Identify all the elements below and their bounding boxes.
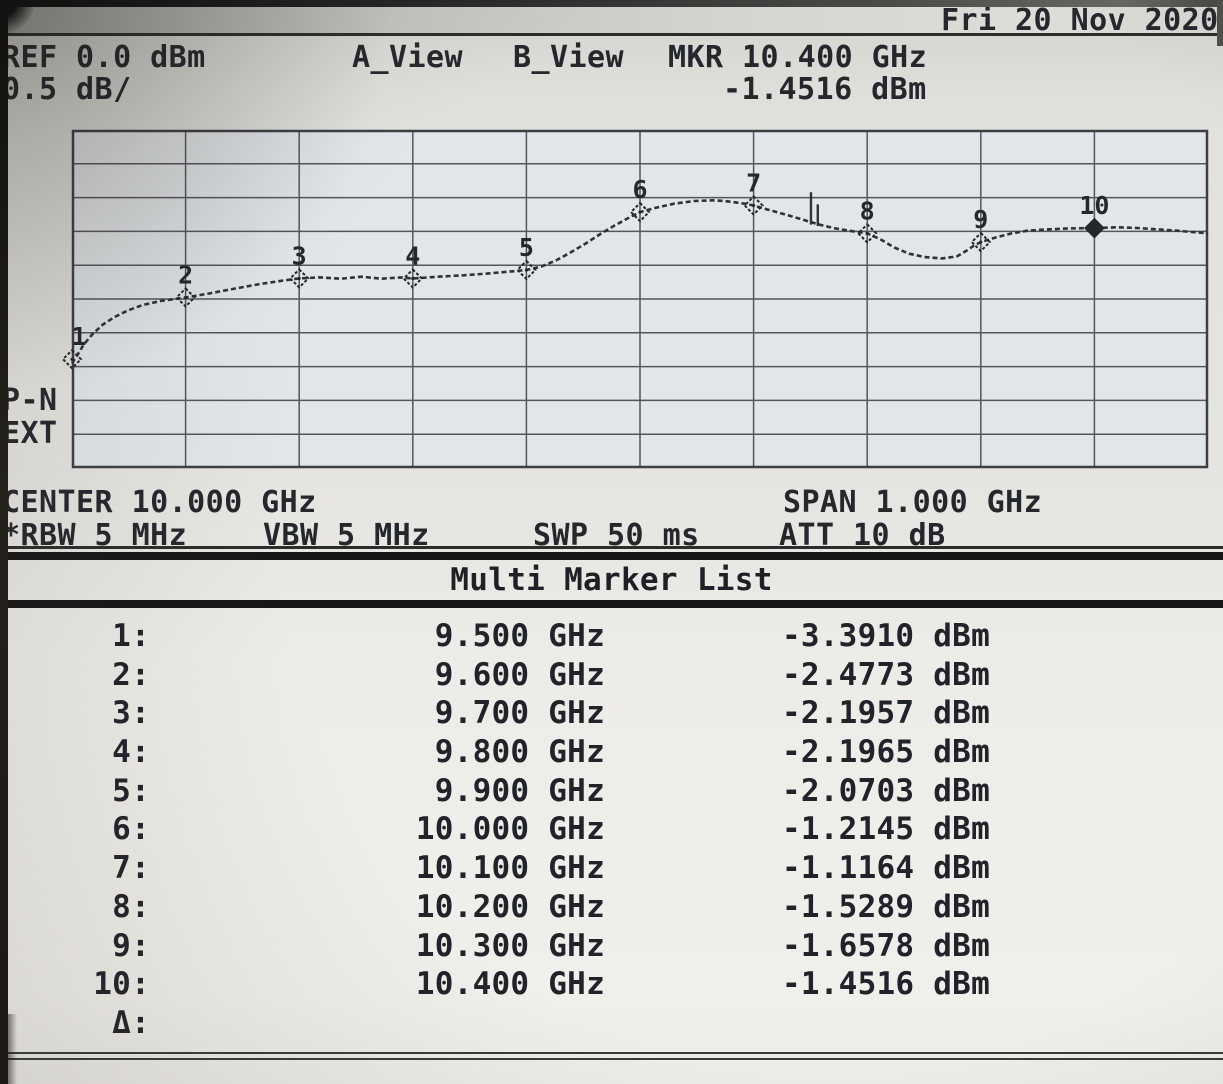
marker-index: Δ: [112, 1004, 150, 1041]
span-label: SPAN 1.000 GHz [783, 485, 1043, 520]
bottom-separator-2 [0, 1058, 1223, 1060]
marker-number-label: 6 [632, 175, 647, 204]
bottom-separator-1 [0, 1052, 1223, 1054]
marker-list-bottom-bar [0, 600, 1223, 608]
pn-coupling-label: P-N [2, 383, 58, 418]
marker-row: Δ: [0, 1005, 1223, 1044]
marker-index: 4: [112, 734, 150, 771]
marker-amplitude: -1.6578 dBm [781, 927, 990, 964]
marker-amplitude: -1.2145 dBm [781, 811, 990, 848]
marker-row: 9: 10.300 GHz -1.6578 dBm [0, 928, 1223, 967]
marker-index: 7: [112, 850, 150, 887]
photo-edge-right-top [1217, 0, 1223, 46]
marker-index: 8: [112, 888, 150, 925]
marker-diamond [288, 268, 310, 289]
date-band [0, 6, 1223, 33]
marker-frequency: 9.900 GHz [434, 772, 605, 809]
marker-amplitude: -2.1957 dBm [781, 695, 990, 732]
ext-trigger-label: EXT [2, 416, 58, 451]
graticule: 1 2 3 4 5 6 7 8 9 10 [61, 129, 1209, 469]
marker-center-dot [70, 357, 74, 361]
marker-center-dot [979, 240, 983, 244]
top-separator [0, 33, 1223, 36]
marker-row: 4: 9.800 GHz -2.1965 dBm [0, 734, 1223, 773]
marker-index: 10: [93, 966, 150, 1003]
marker-number-label: 10 [1079, 191, 1109, 220]
marker-number-label: 7 [746, 168, 761, 197]
marker-amplitude: -1.4516 dBm [781, 966, 990, 1003]
marker-row: 1: 9.500 GHz -3.3910 dBm [0, 618, 1223, 657]
marker-center-dot [638, 210, 642, 214]
marker-list-top-bar [0, 552, 1223, 560]
marker-amplitude: -1.1164 dBm [781, 850, 990, 887]
marker-diamond [629, 201, 651, 223]
marker-row: 3: 9.700 GHz -2.1957 dBm [0, 695, 1223, 734]
marker-center-dot [865, 231, 869, 235]
marker-frequency: 9.500 GHz [434, 618, 605, 654]
marker-frequency: 10.000 GHz [415, 811, 605, 848]
marker-number-label: 4 [405, 241, 420, 270]
marker-row: 5: 9.900 GHz -2.0703 dBm [0, 773, 1223, 812]
ref-level-label: REF 0.0 dBm [2, 40, 206, 75]
marker-diamond [175, 287, 197, 308]
marker-amplitude: -2.4773 dBm [781, 656, 990, 693]
settings-separator [0, 546, 1223, 549]
photo-corner-bottom-left [0, 1014, 17, 1084]
marker-index: 2: [112, 656, 150, 693]
trace-b-view-label: B_View [513, 40, 625, 75]
marker-number-label: 2 [178, 260, 193, 289]
marker-row: 10: 10.400 GHz -1.4516 dBm [0, 966, 1223, 1005]
marker-frequency: 9.700 GHz [434, 695, 605, 732]
marker-diamond [970, 231, 992, 253]
marker-number-label: 5 [519, 233, 534, 262]
marker-center-dot [184, 295, 188, 300]
marker-center-dot [411, 276, 415, 281]
marker-readout-frequency: MKR 10.400 GHz [668, 40, 928, 75]
marker-list-title: Multi Marker List [450, 562, 773, 598]
marker-amplitude: -2.1965 dBm [781, 734, 990, 771]
marker-number-label: 8 [860, 196, 875, 225]
marker-diamond [515, 259, 537, 281]
marker-number-label: 9 [973, 205, 988, 234]
marker-amplitude: -2.0703 dBm [781, 772, 990, 809]
marker-diamond [402, 268, 424, 289]
marker-number-label: 1 [71, 322, 86, 351]
marker-center-dot [752, 203, 756, 208]
marker-amplitude: -3.3910 dBm [781, 618, 990, 654]
marker-frequency: 10.200 GHz [415, 888, 605, 925]
scale-label: 0.5 dB/ [2, 72, 132, 107]
marker-diamond [1083, 217, 1105, 239]
marker-row: 7: 10.100 GHz -1.1164 dBm [0, 850, 1223, 889]
marker-frequency: 9.800 GHz [434, 734, 605, 771]
marker-index: 1: [112, 618, 150, 654]
marker-row: 2: 9.600 GHz -2.4773 dBm [0, 657, 1223, 696]
marker-frequency: 10.300 GHz [415, 927, 605, 964]
marker-index: 5: [112, 772, 150, 809]
marker-readout-amplitude: -1.4516 dBm [723, 72, 927, 107]
marker-number-label: 3 [292, 241, 307, 270]
marker-row: 8: 10.200 GHz -1.5289 dBm [0, 889, 1223, 928]
marker-index: 3: [112, 695, 150, 732]
signal-trace [70, 198, 1209, 364]
marker-frequency: 10.100 GHz [415, 850, 605, 887]
marker-diamond [61, 348, 83, 370]
marker-index: 9: [112, 927, 150, 964]
marker-amplitude: -1.5289 dBm [781, 888, 990, 925]
marker-diamond [743, 195, 765, 216]
center-frequency-label: CENTER 10.000 GHz [2, 485, 317, 520]
graticule-frame [71, 129, 1209, 469]
marker-frequency: 10.400 GHz [415, 966, 605, 1003]
trace-a-view-label: A_View [352, 40, 464, 75]
marker-frequency: 9.600 GHz [434, 656, 605, 693]
photo-edge-left [0, 0, 8, 1084]
marker-center-dot [297, 276, 301, 281]
marker-index: 6: [112, 811, 150, 848]
marker-center-dot [524, 268, 528, 272]
photo-edge-top [0, 0, 1223, 7]
marker-table: 1: 9.500 GHz -3.3910 dBm 2: 9.600 GHz -2.4773… [0, 618, 1223, 1044]
marker-row: 6: 10.000 GHz -1.2145 dBm [0, 811, 1223, 850]
datetime-display: Fri 20 Nov 2020 [941, 3, 1219, 38]
marker-diamond [856, 222, 878, 244]
